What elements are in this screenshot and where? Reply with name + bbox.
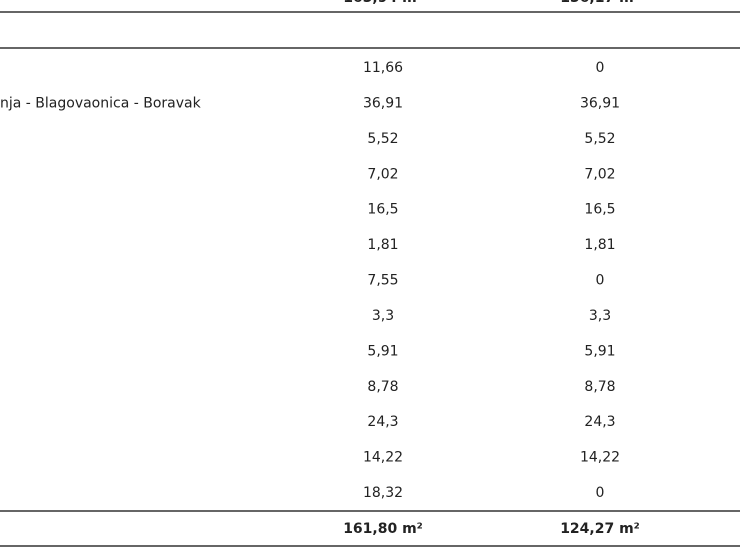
cell: 0 bbox=[596, 485, 605, 501]
cell: 5,91 bbox=[367, 343, 398, 359]
cell: 16,5 bbox=[584, 202, 615, 218]
cell: 7,02 bbox=[584, 166, 615, 182]
cell: 24,3 bbox=[367, 414, 398, 430]
cell: 5,52 bbox=[367, 131, 398, 147]
cell: 7,55 bbox=[367, 273, 398, 289]
cell: 3,3 bbox=[589, 308, 611, 324]
cell: 14,22 bbox=[580, 450, 620, 466]
cell: 11,66 bbox=[363, 60, 403, 76]
total-cell: 124,27 m² bbox=[560, 521, 640, 537]
cell: 3,3 bbox=[372, 308, 394, 324]
cell: 1,81 bbox=[367, 237, 398, 253]
cell: 8,78 bbox=[584, 379, 615, 395]
cell: 36,91 bbox=[580, 95, 620, 111]
cell: 36,91 bbox=[363, 95, 403, 111]
cell: 8,78 bbox=[367, 379, 398, 395]
total-cell: 161,80 m² bbox=[343, 521, 423, 537]
cell: 14,22 bbox=[363, 450, 403, 466]
row-label: nja - Blagovaonica - Boravak bbox=[0, 95, 202, 111]
cell: 7,02 bbox=[367, 166, 398, 182]
cell: 5,52 bbox=[584, 131, 615, 147]
cell: 0 bbox=[596, 273, 605, 289]
cell: 165,94 m² bbox=[343, 0, 423, 6]
cell: 16,5 bbox=[367, 202, 398, 218]
cell: 156,17 m² bbox=[560, 0, 640, 6]
cell: 1,81 bbox=[584, 237, 615, 253]
cell: 5,91 bbox=[584, 343, 615, 359]
cell: 0 bbox=[596, 60, 605, 76]
cell: 24,3 bbox=[584, 414, 615, 430]
cell: 18,32 bbox=[363, 485, 403, 501]
